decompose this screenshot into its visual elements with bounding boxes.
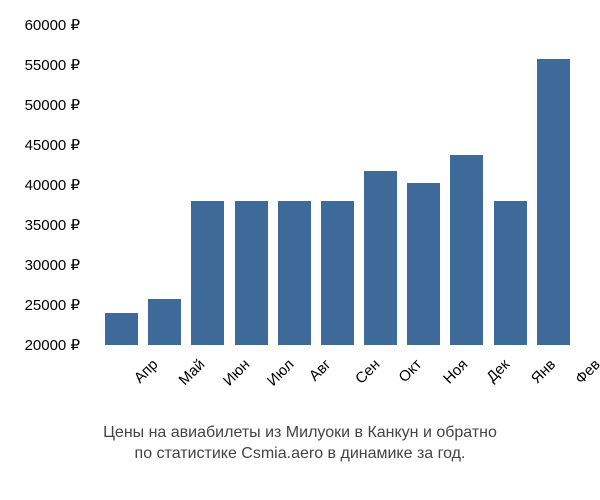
y-tick-label: 20000 ₽ [5, 336, 80, 354]
y-tick-label: 25000 ₽ [5, 296, 80, 314]
bar [407, 183, 440, 345]
x-tick-label: Май [176, 356, 209, 389]
bar [191, 201, 224, 345]
x-tick-label: Июл [264, 356, 298, 390]
y-tick-label: 60000 ₽ [5, 16, 80, 34]
x-tick-label: Авг [306, 356, 335, 385]
bar [364, 171, 397, 345]
x-tick-label: Ноя [440, 356, 471, 387]
y-tick-label: 30000 ₽ [5, 256, 80, 274]
bar [105, 313, 138, 345]
bar [450, 155, 483, 345]
bar [148, 299, 181, 345]
price-chart: 20000 ₽25000 ₽30000 ₽35000 ₽40000 ₽45000… [10, 20, 590, 400]
y-tick-label: 40000 ₽ [5, 176, 80, 194]
y-tick-label: 55000 ₽ [5, 56, 80, 74]
bar [235, 201, 268, 345]
x-tick-label: Окт [395, 356, 425, 386]
y-axis: 20000 ₽25000 ₽30000 ₽35000 ₽40000 ₽45000… [10, 20, 90, 350]
caption-line-1: Цены на авиабилеты из Милуоки в Канкун и… [0, 422, 600, 444]
x-tick-label: Фев [572, 356, 600, 388]
y-tick-label: 50000 ₽ [5, 96, 80, 114]
chart-caption: Цены на авиабилеты из Милуоки в Канкун и… [0, 422, 600, 465]
x-tick-label: Сен [352, 356, 383, 387]
y-tick-label: 35000 ₽ [5, 216, 80, 234]
bar [321, 201, 354, 345]
bar [537, 59, 570, 345]
x-tick-label: Янв [528, 356, 559, 387]
x-tick-label: Дек [483, 356, 513, 386]
x-axis: АпрМайИюнИюлАвгСенОктНояДекЯнвФев [95, 350, 580, 400]
bar [494, 201, 527, 345]
bar [278, 201, 311, 345]
x-tick-label: Апр [131, 356, 162, 387]
caption-line-2: по статистике Csmia.aero в динамике за г… [0, 443, 600, 465]
y-tick-label: 45000 ₽ [5, 136, 80, 154]
x-tick-label: Июн [220, 356, 253, 389]
plot-area [95, 25, 580, 345]
bars-group [95, 25, 580, 345]
